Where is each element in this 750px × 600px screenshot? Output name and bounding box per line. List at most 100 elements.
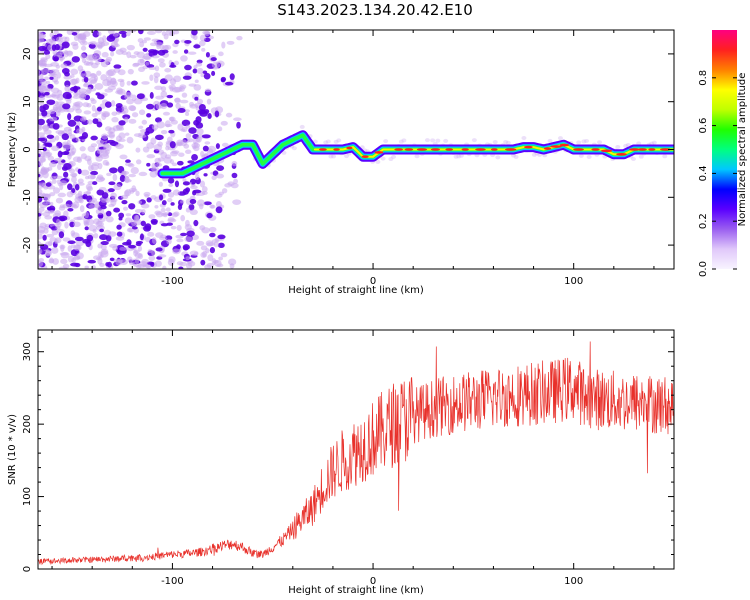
noise-blob [145,126,155,134]
noise-blob [48,161,57,168]
noise-blob [124,95,132,100]
noise-blob [75,108,82,114]
noise-blob [172,30,180,35]
noise-blob [160,151,168,159]
noise-blob [206,212,213,219]
noise-blob [126,44,135,51]
noise-blob [150,166,159,172]
noise-blob [140,129,146,133]
noise-blob [80,169,90,176]
noise-blob [71,187,76,194]
noise-blob [42,103,50,111]
noise-blob [71,205,79,209]
noise-blob [110,199,117,207]
noise-blob [58,231,65,239]
noise-blob [40,151,46,158]
noise-blob [162,212,170,216]
noise-blob [126,227,133,233]
noise-blob [105,216,114,223]
noise-blob [119,174,126,183]
noise-blob [44,193,52,198]
noise-blob [134,208,143,214]
noise-blob [47,240,53,246]
noise-blob [150,261,155,267]
noise-blob [65,99,72,105]
halo-dot [471,138,477,143]
noise-blob [189,209,198,216]
noise-blob [155,102,162,110]
noise-blob [80,45,87,51]
noise-blob [198,104,206,112]
colorbar-tick-label: 0.4 [698,165,709,181]
noise-blob [193,44,201,49]
noise-blob [181,126,188,133]
noise-blob [130,167,139,175]
noise-blob [38,229,45,235]
noise-blob [167,197,173,203]
noise-blob [46,110,56,115]
noise-blob [206,98,212,105]
noise-blob [115,90,124,95]
noise-blob [115,143,124,150]
noise-blob [170,225,177,230]
noise-blob [90,143,98,148]
noise-blob [146,113,152,118]
noise-blob [121,107,129,115]
ridge-peak [637,148,647,151]
noise-blob [74,196,83,203]
noise-blob [189,198,197,205]
x-tick-label: 0 [370,276,376,287]
noise-blob [206,242,216,247]
noise-blob [50,94,57,98]
noise-blob [42,234,47,241]
noise-blob [229,73,235,81]
halo-dot [636,141,642,146]
noise-blob [96,106,102,112]
noise-blob [59,50,66,55]
noise-blob [170,202,175,206]
noise-blob [126,30,131,37]
noise-blob [45,182,52,187]
noise-blob [117,69,126,76]
halo-dot [391,154,397,159]
noise-blob [209,247,216,254]
noise-blob [165,30,174,36]
noise-blob [154,65,160,72]
noise-blob [118,258,123,263]
noise-blob [116,231,123,237]
noise-blob [226,40,235,45]
noise-blob [172,50,178,54]
halo-dot [380,156,386,161]
noise-blob [53,175,63,179]
halo-dot [578,153,584,158]
noise-blob [146,103,155,110]
noise-blob [166,94,174,99]
colorbar-label: Normalized spectral amplitude [737,73,748,227]
noise-blob [121,33,127,38]
noise-blob [56,72,62,79]
noise-blob [187,260,196,267]
ridge-peak [374,151,384,154]
noise-blob [154,157,161,164]
noise-blob [77,178,84,184]
noise-blob [49,32,55,38]
noise-blob [52,122,60,130]
noise-blob [200,73,205,78]
noise-blob [141,258,149,265]
halo-dot [328,154,334,159]
noise-blob [124,217,133,225]
noise-blob [127,256,133,262]
colorbar-gradient [712,30,737,269]
noise-blob [176,244,181,250]
noise-blob [120,194,129,200]
noise-blob [131,112,139,118]
ridge-peak [475,148,486,151]
noise-blob [99,149,108,154]
noise-blob [79,205,85,213]
noise-blob [180,200,185,204]
noise-blob [174,97,181,104]
noise-blob [133,249,139,257]
noise-blob [166,222,173,226]
noise-blob [139,58,145,64]
noise-blob [193,64,198,69]
